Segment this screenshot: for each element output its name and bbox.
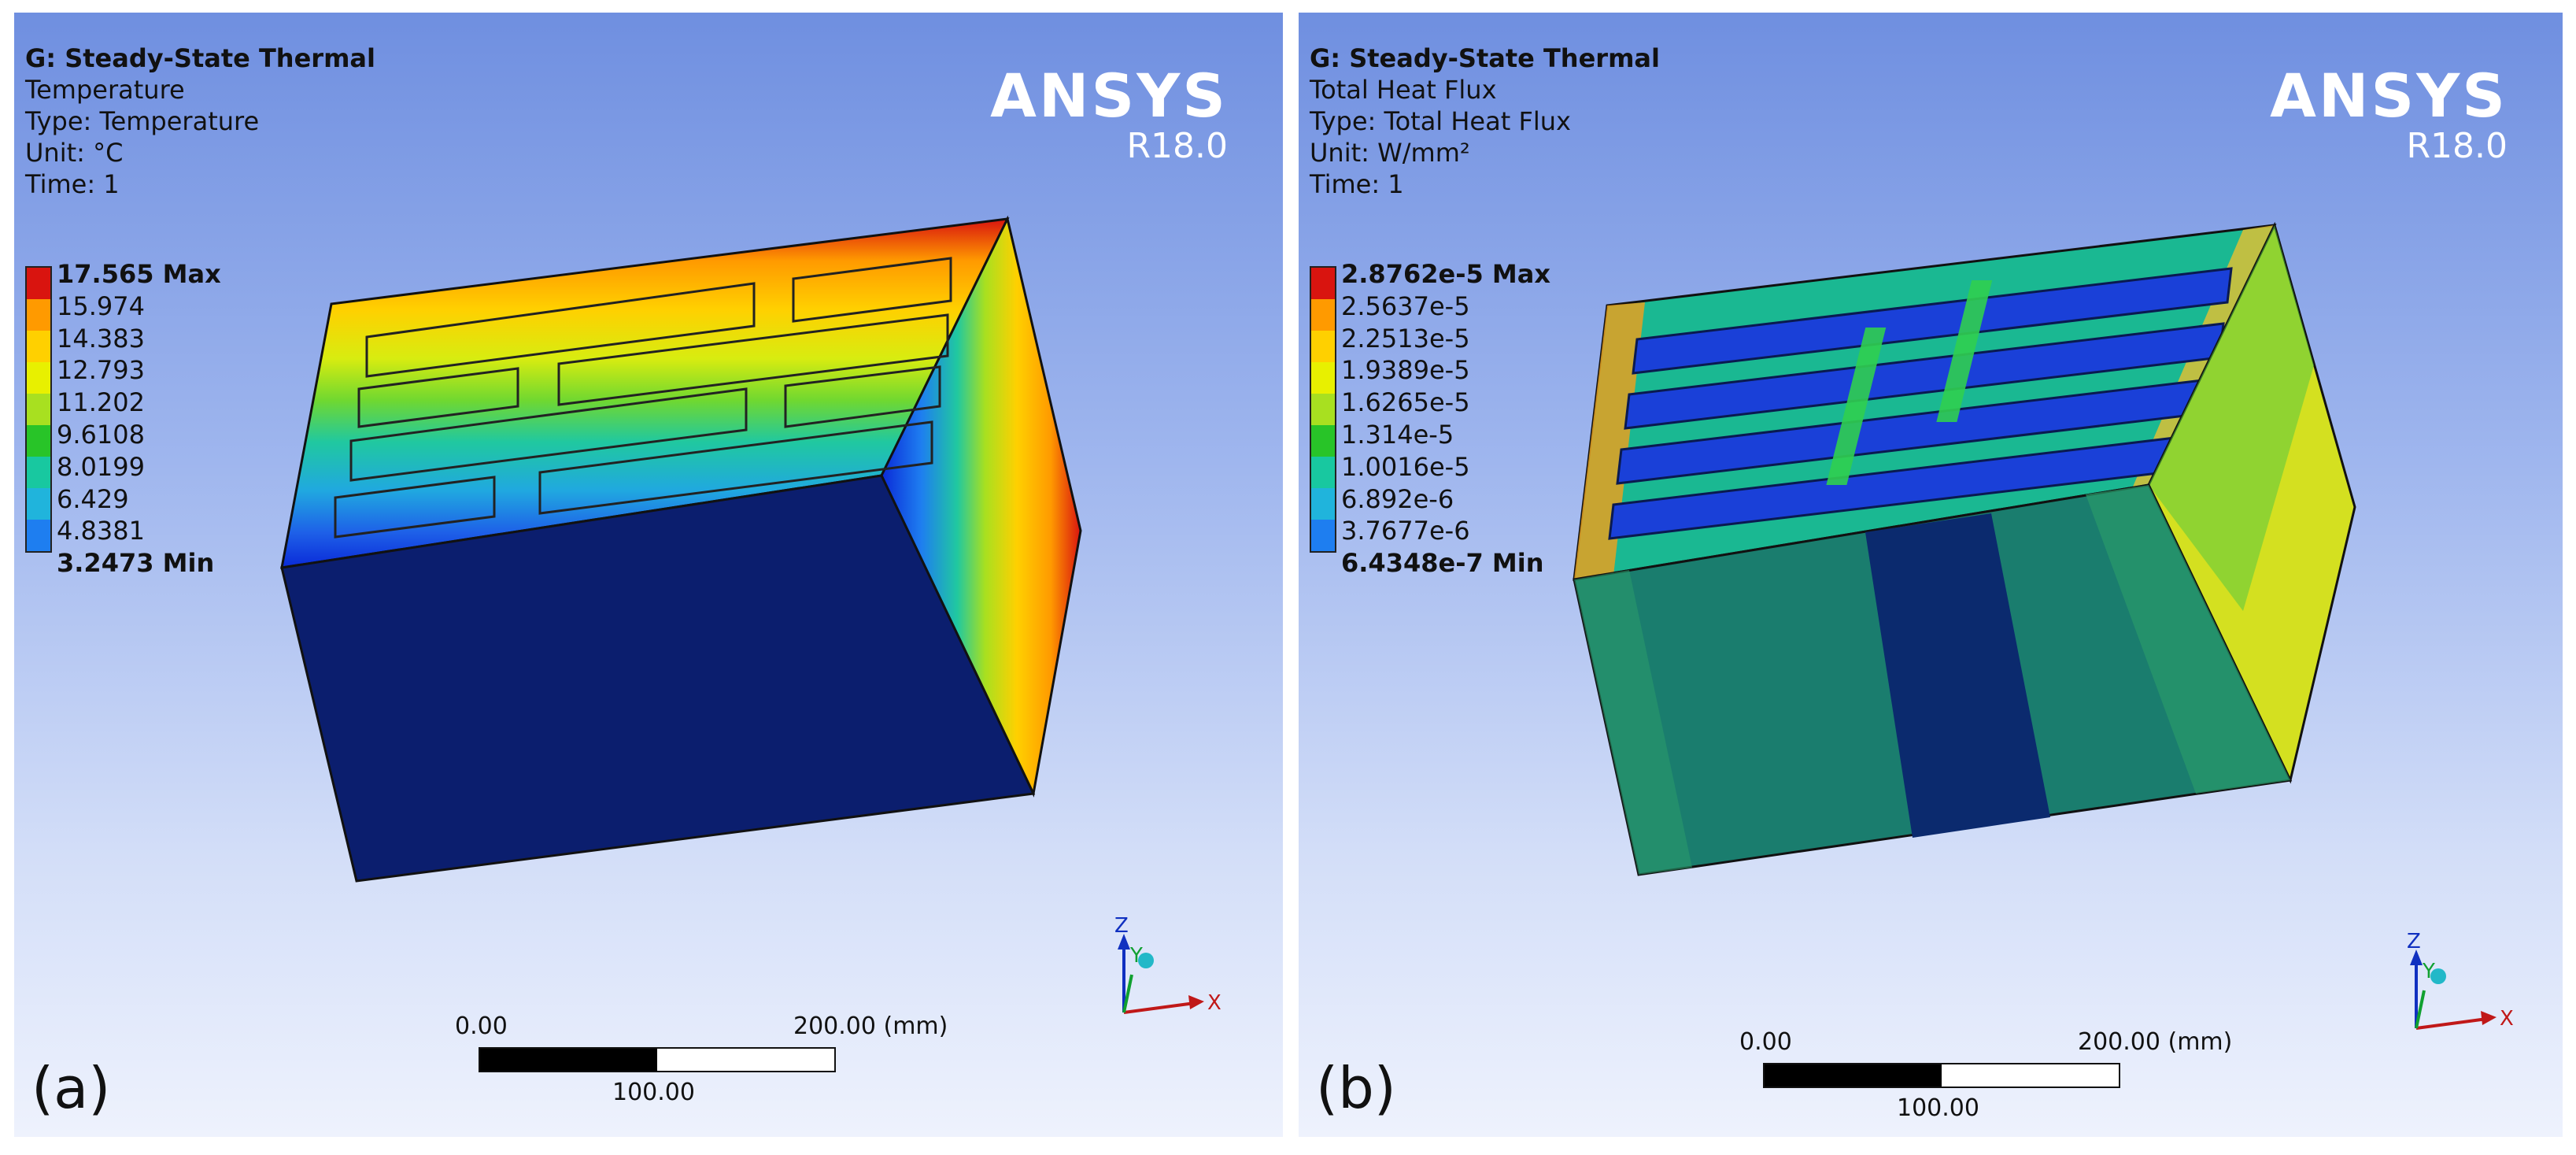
temperature-contour-model[interactable] <box>14 13 1283 1137</box>
scale-start-label: 0.00 <box>1739 1028 1792 1056</box>
analysis-title: G: Steady-State Thermal <box>25 43 375 73</box>
legend-swatch <box>27 425 50 457</box>
right-face-band <box>2149 225 2314 611</box>
legend-swatch <box>1311 331 1335 362</box>
ansys-logo: ANSYS R18.0 <box>2270 65 2508 165</box>
scale-start-label: 0.00 <box>455 1012 508 1040</box>
legend-max: 2.8762e-5 Max <box>1341 259 1550 289</box>
legend-swatch <box>27 362 50 394</box>
axis-y-label: Y <box>2422 960 2435 983</box>
legend-swatch <box>1311 362 1335 394</box>
brand-name: ANSYS <box>990 61 1228 131</box>
scale-bar-graphic <box>1763 1063 2120 1088</box>
result-name: Total Heat Flux <box>1310 75 1497 105</box>
brand-version: R18.0 <box>2406 126 2508 166</box>
legend-max: 17.565 Max <box>57 259 221 289</box>
scale-end-label: 200.00 (mm) <box>793 1012 948 1040</box>
legend-label: 1.9389e-5 <box>1341 355 1470 386</box>
legend-label: 14.383 <box>57 323 145 354</box>
result-unit: Unit: W/mm² <box>1310 138 1470 168</box>
result-time: Time: 1 <box>1310 169 1404 199</box>
legend-swatch <box>1311 488 1335 520</box>
result-header: G: Steady-State Thermal Temperature Type… <box>25 43 375 200</box>
panel-letter: (b) <box>1316 1055 1396 1121</box>
scale-end-label: 200.00 (mm) <box>2078 1028 2233 1056</box>
axis-x-label: X <box>1207 991 1221 1015</box>
legend-swatch <box>27 457 50 488</box>
legend-label: 8.0199 <box>57 451 145 482</box>
legend-min: 3.2473 Min <box>57 548 215 579</box>
legend-label: 1.6265e-5 <box>1341 387 1470 418</box>
result-unit: Unit: °C <box>25 138 124 168</box>
legend-label: 4.8381 <box>57 516 145 546</box>
legend-label: 6.892e-6 <box>1341 483 1454 514</box>
legend-label: 12.793 <box>57 355 145 386</box>
legend-swatch <box>1311 520 1335 551</box>
legend-swatch <box>27 394 50 425</box>
flux-edge-left <box>1574 302 1645 579</box>
legend-swatch <box>1311 299 1335 331</box>
legend-swatch <box>1311 268 1335 299</box>
legend-swatch <box>1311 394 1335 425</box>
legend-label: 11.202 <box>57 387 145 418</box>
panel-letter: (a) <box>31 1055 111 1121</box>
heat-flux-contour-model[interactable] <box>1299 13 2563 1137</box>
legend-swatches <box>1310 266 1336 553</box>
cell-outlines <box>334 257 952 539</box>
legend-label: 2.5637e-5 <box>1341 291 1470 321</box>
legend-swatch <box>27 268 50 299</box>
legend-labels: 17.565 Max 15.974 14.383 12.793 11.202 9… <box>57 258 221 579</box>
axis-z-label: Z <box>2407 930 2421 953</box>
legend-label: 2.2513e-5 <box>1341 323 1470 354</box>
cell-connectors <box>1826 280 1993 485</box>
legend-swatches <box>25 266 52 553</box>
legend-label: 1.0016e-5 <box>1341 451 1470 482</box>
axis-triad-icon: Z Y X <box>2407 930 2514 1031</box>
brand-name: ANSYS <box>2270 61 2508 131</box>
brand-version: R18.0 <box>1126 126 1228 166</box>
front-face-right-band <box>2086 485 2290 794</box>
legend-label: 15.974 <box>57 291 145 321</box>
legend-swatch <box>1311 457 1335 488</box>
front-face-left-band <box>1574 570 1692 875</box>
legend-label: 3.7677e-6 <box>1341 516 1470 546</box>
scale-mid-label: 100.00 <box>1897 1094 1979 1122</box>
axis-z-label: Z <box>1114 914 1129 938</box>
scale-bar-graphic <box>479 1047 836 1072</box>
analysis-title: G: Steady-State Thermal <box>1310 43 1660 73</box>
legend-swatch <box>27 488 50 520</box>
result-time: Time: 1 <box>25 169 120 199</box>
result-header: G: Steady-State Thermal Total Heat Flux … <box>1310 43 1660 200</box>
legend-swatch <box>27 520 50 551</box>
coordinate-triad[interactable]: Z Y X <box>1100 910 1242 1047</box>
axis-x-label: X <box>2500 1007 2514 1031</box>
legend-min: 6.4348e-7 Min <box>1341 548 1544 579</box>
legend-swatch <box>1311 425 1335 457</box>
legend-label: 9.6108 <box>57 419 145 450</box>
legend-swatch <box>27 299 50 331</box>
scale-mid-label: 100.00 <box>612 1079 695 1106</box>
axis-y-label: Y <box>1129 944 1143 968</box>
model-front-face <box>280 474 1036 883</box>
axis-triad-icon: Z Y X <box>1114 914 1221 1015</box>
legend-label: 6.429 <box>57 483 129 514</box>
result-type: Type: Temperature <box>25 106 260 136</box>
result-name: Temperature <box>25 75 185 105</box>
viewport-heat-flux[interactable]: G: Steady-State Thermal Total Heat Flux … <box>1299 13 2563 1137</box>
legend-labels: 2.8762e-5 Max 2.5637e-5 2.2513e-5 1.9389… <box>1341 258 1550 579</box>
ansys-logo: ANSYS R18.0 <box>990 65 1228 165</box>
result-type: Type: Total Heat Flux <box>1310 106 1571 136</box>
front-face-dark-band <box>1865 513 2050 838</box>
coordinate-triad[interactable]: Z Y X <box>2393 926 2534 1063</box>
legend-label: 1.314e-5 <box>1341 419 1454 450</box>
legend-swatch <box>27 331 50 362</box>
viewport-temperature[interactable]: G: Steady-State Thermal Temperature Type… <box>14 13 1283 1137</box>
